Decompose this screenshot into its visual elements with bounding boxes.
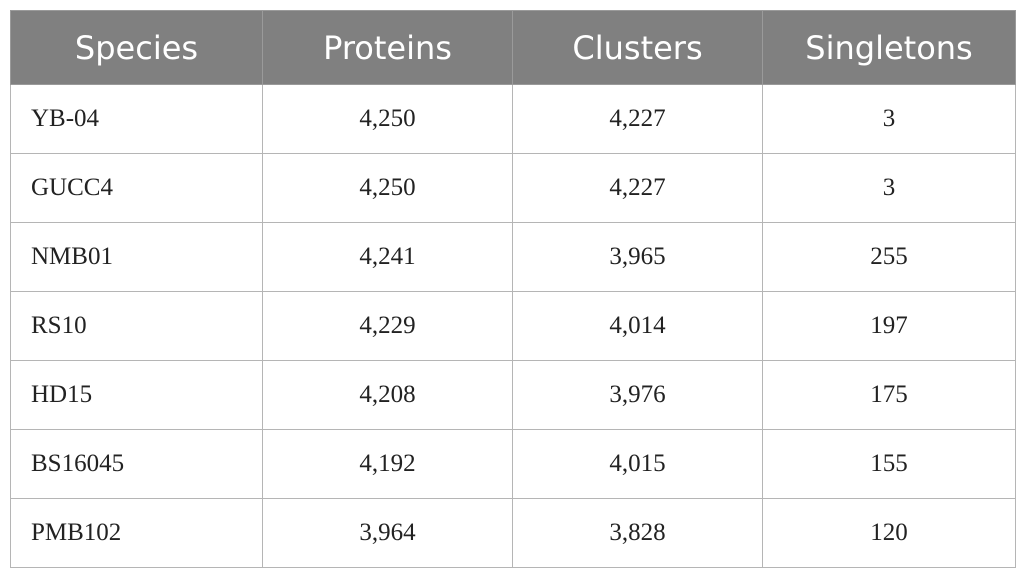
table-cell: 4,015 xyxy=(512,429,763,499)
header-cell: Proteins xyxy=(262,10,513,85)
table-cell: 4,192 xyxy=(262,429,513,499)
header-row: Species Proteins Clusters Singletons xyxy=(10,10,1016,85)
table-cell: 4,208 xyxy=(262,360,513,430)
table-cell: BS16045 xyxy=(10,429,263,499)
table-cell: 4,241 xyxy=(262,222,513,292)
table-cell: 3,964 xyxy=(262,498,513,568)
table-cell: 155 xyxy=(762,429,1016,499)
data-table: Species Proteins Clusters Singletons YB-04 4… xyxy=(10,10,1016,568)
table-cell: 255 xyxy=(762,222,1016,292)
table-row: GUCC4 4,250 4,227 3 xyxy=(10,153,1016,223)
table-cell: NMB01 xyxy=(10,222,263,292)
table-cell: PMB102 xyxy=(10,498,263,568)
table-cell: 197 xyxy=(762,291,1016,361)
header-cell: Species xyxy=(10,10,263,85)
header-cell: Singletons xyxy=(762,10,1016,85)
table-cell: 4,227 xyxy=(512,84,763,154)
table-cell: 4,014 xyxy=(512,291,763,361)
table-cell: 175 xyxy=(762,360,1016,430)
table-cell: 120 xyxy=(762,498,1016,568)
table-row: YB-04 4,250 4,227 3 xyxy=(10,84,1016,154)
table-cell: YB-04 xyxy=(10,84,263,154)
table-cell: 3,828 xyxy=(512,498,763,568)
table-row: BS16045 4,192 4,015 155 xyxy=(10,429,1016,499)
table-cell: 3 xyxy=(762,153,1016,223)
table-cell: RS10 xyxy=(10,291,263,361)
table-cell: HD15 xyxy=(10,360,263,430)
header-cell: Clusters xyxy=(512,10,763,85)
table-body: YB-04 4,250 4,227 3 GUCC4 4,250 4,227 3 NMB01 4,2… xyxy=(10,84,1016,568)
table-cell: 4,250 xyxy=(262,84,513,154)
table-cell: 3,976 xyxy=(512,360,763,430)
table-cell: 3 xyxy=(762,84,1016,154)
table-cell: 4,250 xyxy=(262,153,513,223)
table-cell: 4,227 xyxy=(512,153,763,223)
table-cell: GUCC4 xyxy=(10,153,263,223)
table-cell: 4,229 xyxy=(262,291,513,361)
table-cell: 3,965 xyxy=(512,222,763,292)
table-row: RS10 4,229 4,014 197 xyxy=(10,291,1016,361)
table-row: NMB01 4,241 3,965 255 xyxy=(10,222,1016,292)
table-container: Species Proteins Clusters Singletons YB-04 4… xyxy=(10,10,1016,568)
table-row: HD15 4,208 3,976 175 xyxy=(10,360,1016,430)
table-row: PMB102 3,964 3,828 120 xyxy=(10,498,1016,568)
